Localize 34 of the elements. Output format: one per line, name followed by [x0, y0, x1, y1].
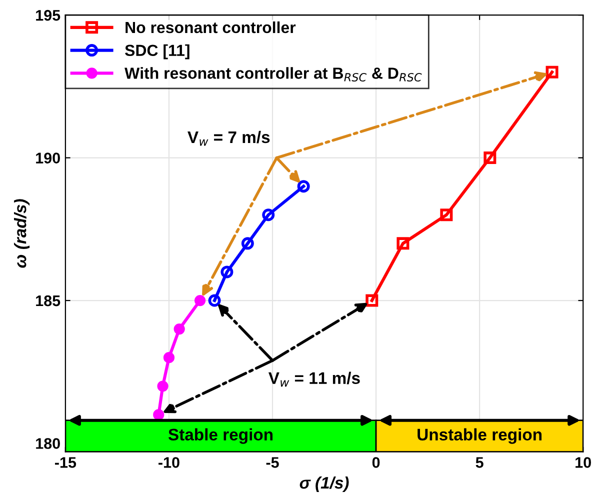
y-tick-label: 195 [36, 10, 60, 21]
point [153, 409, 164, 420]
x-tick-label: 10 [576, 457, 591, 468]
x-axis-title: σ (1/s) [300, 476, 349, 492]
x-tick-label: 5 [476, 457, 484, 468]
x-tick-label: -15 [55, 457, 76, 468]
y-tick-label: 185 [36, 295, 60, 306]
point [220, 266, 234, 278]
y-axis-title: ω (rad/s) [14, 199, 30, 268]
point [440, 208, 453, 222]
band-label: Stable region [168, 428, 273, 444]
band-label: Unstable region [418, 428, 542, 444]
x-tick-label: -10 [158, 457, 180, 468]
x-tick-label: -5 [266, 457, 279, 468]
y-tick-label: 190 [36, 152, 60, 164]
point [163, 352, 175, 364]
point [157, 380, 168, 392]
point [366, 294, 378, 307]
point [396, 237, 410, 250]
point [241, 237, 254, 250]
legend-label: With resonant controller at B$_{RSC}$ & D$_{RSC}$ [124, 67, 422, 82]
point [484, 152, 496, 164]
point [546, 66, 558, 78]
point [174, 324, 185, 335]
point [208, 294, 221, 307]
point [262, 208, 275, 222]
point [297, 180, 310, 193]
point [194, 294, 206, 306]
legend-label: No resonant controller [126, 21, 296, 34]
annotation: V$_{w}$ = 7 m/s [188, 130, 270, 146]
legend-label: SDC [11] [125, 44, 190, 60]
y-tick-label: 180 [36, 438, 60, 449]
annotation: V$_{w}$ = 11 m/s [268, 372, 360, 387]
x-tick-label: 0 [372, 457, 380, 468]
